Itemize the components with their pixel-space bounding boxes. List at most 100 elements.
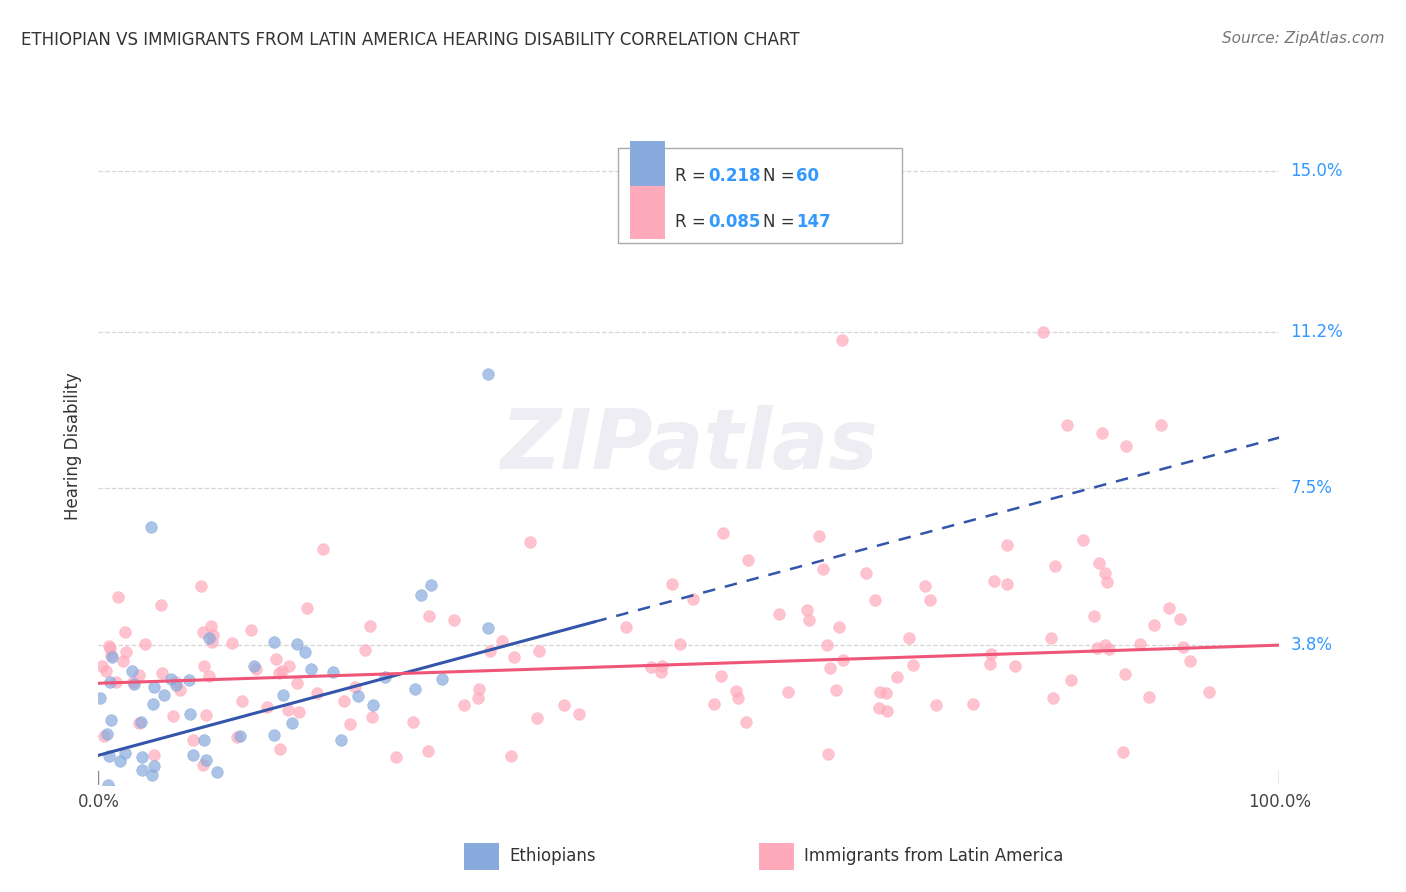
Point — [1150, 417, 1173, 432]
Text: 7.5%: 7.5% — [1291, 479, 1333, 498]
Point — [94, 664, 117, 678]
Point — [107, 590, 129, 604]
Point — [131, 763, 153, 777]
Point — [640, 659, 662, 673]
Point — [430, 672, 453, 686]
Point — [385, 750, 408, 764]
Text: 15.0%: 15.0% — [1291, 161, 1343, 179]
Point — [1088, 557, 1111, 571]
Point — [165, 675, 187, 690]
Point — [100, 713, 122, 727]
Point — [568, 706, 591, 721]
Point — [502, 649, 524, 664]
Point — [129, 715, 152, 730]
Point — [817, 747, 839, 762]
Point — [831, 653, 853, 667]
Point — [825, 682, 848, 697]
Point — [114, 625, 136, 640]
Text: 3.8%: 3.8% — [1291, 636, 1333, 654]
Point — [682, 591, 704, 606]
Point — [114, 746, 136, 760]
Point — [1083, 608, 1105, 623]
Point — [201, 635, 224, 649]
Point — [121, 665, 143, 679]
Point — [1085, 641, 1108, 656]
Point — [710, 669, 733, 683]
Point — [768, 607, 790, 622]
Point — [134, 637, 156, 651]
Point — [124, 677, 146, 691]
Text: N =: N = — [763, 213, 800, 231]
Point — [529, 643, 551, 657]
FancyBboxPatch shape — [630, 186, 665, 239]
Point — [231, 694, 253, 708]
Point — [831, 333, 853, 347]
Point — [361, 698, 384, 712]
Point — [165, 678, 187, 692]
Point — [404, 681, 426, 696]
Point — [343, 681, 366, 695]
Point — [141, 519, 163, 533]
Point — [1032, 325, 1054, 339]
Point — [1094, 566, 1116, 581]
Point — [197, 668, 219, 682]
Point — [194, 708, 217, 723]
Point — [361, 710, 384, 724]
Point — [191, 624, 214, 639]
Point — [1178, 654, 1201, 668]
Point — [122, 674, 145, 689]
Point — [91, 659, 114, 673]
Point — [353, 643, 375, 657]
FancyBboxPatch shape — [630, 141, 665, 194]
Point — [142, 697, 165, 711]
Point — [198, 632, 221, 646]
Point — [131, 750, 153, 764]
Point — [269, 742, 291, 756]
FancyBboxPatch shape — [619, 148, 901, 243]
Point — [1129, 637, 1152, 651]
Point — [886, 669, 908, 683]
Point — [1198, 685, 1220, 699]
Point — [1157, 600, 1180, 615]
Point — [271, 688, 294, 702]
Point — [703, 697, 725, 711]
Point — [128, 668, 150, 682]
Point — [243, 659, 266, 673]
Point — [477, 622, 499, 636]
Point — [983, 574, 1005, 588]
Point — [875, 686, 897, 700]
Point — [277, 659, 299, 673]
Point — [1115, 439, 1137, 453]
Point — [1071, 533, 1094, 548]
Point — [197, 795, 219, 809]
Point — [263, 635, 285, 649]
Point — [901, 657, 924, 672]
Point — [737, 553, 759, 567]
Point — [420, 578, 443, 592]
Point — [322, 665, 344, 680]
Point — [285, 676, 308, 690]
Y-axis label: Hearing Disability: Hearing Disability — [65, 372, 83, 520]
Point — [100, 648, 122, 663]
Point — [669, 637, 692, 651]
Point — [1040, 631, 1063, 645]
Point — [107, 790, 129, 805]
Point — [150, 666, 173, 681]
Point — [479, 644, 502, 658]
Point — [193, 733, 215, 747]
Point — [855, 566, 877, 581]
Point — [1042, 690, 1064, 705]
Point — [980, 647, 1002, 661]
Point — [519, 534, 541, 549]
Point — [93, 729, 115, 743]
Point — [111, 654, 134, 668]
Point — [526, 711, 548, 725]
Point — [409, 588, 432, 602]
Point — [1112, 745, 1135, 759]
Point — [1091, 426, 1114, 441]
Point — [995, 577, 1018, 591]
Point — [288, 705, 311, 719]
Point — [89, 691, 111, 706]
Point — [114, 644, 136, 658]
Point — [264, 652, 287, 666]
